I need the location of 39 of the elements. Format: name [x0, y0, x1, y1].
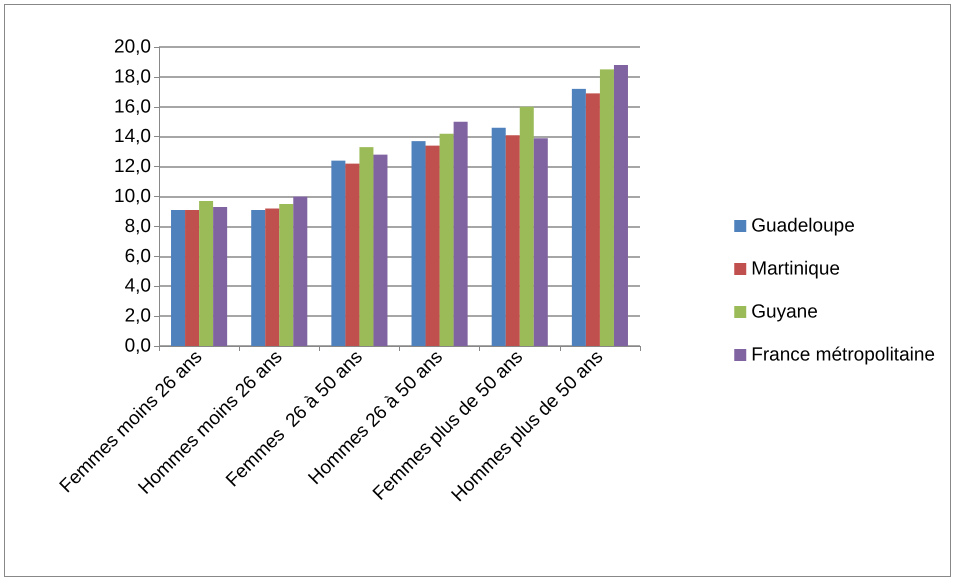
bar: [345, 164, 360, 346]
legend-label: France métropolitaine: [751, 344, 936, 366]
bar: [506, 135, 520, 346]
y-tick-label: 18,0: [114, 66, 151, 88]
y-tick-label: 4,0: [124, 276, 151, 297]
y-tick-label: 0,0: [124, 336, 151, 356]
bar: [373, 154, 388, 346]
legend-label: Guyane: [751, 302, 818, 322]
bar: [293, 196, 308, 346]
y-tick-label: 20,0: [114, 36, 151, 58]
bar: [279, 204, 294, 346]
bar: [331, 160, 346, 346]
bar: [600, 69, 614, 346]
bar: [492, 128, 506, 346]
bar: [534, 138, 548, 346]
bar: [440, 134, 454, 346]
y-tick-label: 6,0: [124, 246, 151, 267]
bar: [251, 210, 266, 346]
legend-label: Guadeloupe: [751, 216, 855, 236]
y-tick-label: 12,0: [114, 156, 151, 178]
bar: [412, 141, 426, 346]
bar: [359, 147, 374, 346]
bar: [586, 93, 600, 346]
y-tick-label: 8,0: [124, 216, 151, 237]
bar: [572, 88, 586, 346]
bar: [520, 106, 534, 346]
y-tick-label: 14,0: [114, 126, 151, 148]
bar: [199, 200, 214, 346]
bar: [614, 64, 628, 346]
bar: [454, 122, 468, 346]
y-tick-label: 16,0: [114, 96, 151, 118]
bar: [171, 210, 186, 346]
bar: [265, 208, 280, 346]
legend-label: Martinique: [751, 258, 840, 280]
y-tick-label: 2,0: [124, 306, 151, 327]
bar: [213, 206, 228, 346]
y-tick-label: 10,0: [114, 186, 151, 207]
bar: [426, 146, 440, 346]
bar: [185, 210, 200, 346]
